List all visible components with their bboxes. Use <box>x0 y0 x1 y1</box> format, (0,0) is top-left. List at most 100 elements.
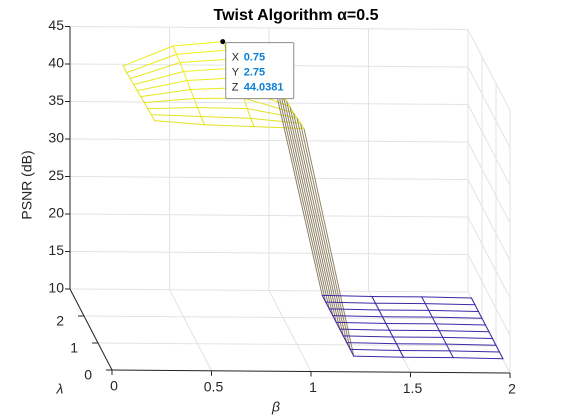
z-tick-label: 25 <box>48 167 64 183</box>
x-tick-label: 1.5 <box>403 380 423 396</box>
mesh-edge <box>130 62 181 80</box>
mesh-edge <box>432 316 483 319</box>
mesh-edge <box>172 41 223 47</box>
mesh-vertex <box>428 309 430 311</box>
mesh-edge <box>495 345 500 353</box>
mesh-vertex <box>484 324 487 326</box>
mesh-vertex <box>332 315 334 317</box>
z-tick-label: 15 <box>48 242 64 258</box>
y-tick-label: 1 <box>70 340 78 356</box>
mesh-edge <box>243 97 248 109</box>
mesh-edge <box>197 107 248 110</box>
x-tick-label: 0.5 <box>204 378 224 394</box>
mesh-vertex <box>296 117 298 119</box>
mesh-edge <box>392 336 397 344</box>
mesh-edge <box>275 82 327 303</box>
mesh-edge <box>150 114 156 121</box>
mesh-edge <box>421 296 426 304</box>
mesh-edge <box>350 348 401 351</box>
mesh-edge <box>200 116 205 125</box>
x-tick-label: 2 <box>508 381 516 397</box>
mesh-edge <box>176 49 227 55</box>
mesh-edge <box>183 71 188 81</box>
mesh-vertex <box>488 331 490 333</box>
mesh-edge <box>449 350 454 358</box>
mesh-edge <box>332 315 383 318</box>
mesh-edge <box>151 114 202 117</box>
mesh-vertex <box>133 84 135 86</box>
y-axis-label: λ <box>56 381 64 397</box>
mesh-edge <box>321 295 327 303</box>
mesh-edge <box>246 108 252 119</box>
mesh-edge <box>126 53 177 74</box>
y-axis <box>69 288 113 371</box>
mesh-edge <box>474 304 479 312</box>
mesh-edge <box>445 343 451 352</box>
mesh-vertex <box>424 303 426 305</box>
mesh-edge <box>200 116 251 119</box>
grid-line <box>97 342 497 347</box>
mesh-vertex <box>289 106 291 108</box>
mesh-vertex <box>175 53 178 55</box>
mesh-edge <box>382 316 387 324</box>
mesh-vertex <box>186 79 188 82</box>
z-tick-label: 20 <box>48 205 64 221</box>
mesh-edge <box>272 76 323 296</box>
mesh-edge <box>140 96 145 103</box>
mesh-edge <box>179 58 230 63</box>
mesh-edge <box>339 328 344 337</box>
mesh-edge <box>346 342 351 350</box>
mesh-vertex <box>203 124 206 126</box>
x-axis <box>111 369 511 374</box>
mesh-vertex <box>381 316 384 318</box>
mesh-vertex <box>325 301 327 303</box>
mesh-edge <box>435 323 486 326</box>
mesh-edge <box>126 72 131 79</box>
mesh-edge <box>424 303 430 311</box>
mesh-edge <box>303 128 355 357</box>
mesh-vertex <box>491 337 494 340</box>
mesh-vertex <box>421 296 423 298</box>
y-tick-label: 0 <box>84 367 92 383</box>
grid-line <box>467 179 511 261</box>
mesh-edge <box>296 117 348 343</box>
grid-line <box>467 29 511 111</box>
mesh-vertex <box>154 120 156 122</box>
mesh-vertex <box>285 100 288 102</box>
mesh-vertex <box>140 96 142 98</box>
grid-line <box>69 251 469 255</box>
mesh-edge <box>147 107 198 110</box>
mesh-edge <box>322 294 373 297</box>
mesh-vertex <box>346 342 348 344</box>
mesh-vertex <box>452 357 454 359</box>
mesh-edge <box>336 321 387 324</box>
mesh-vertex <box>172 45 174 47</box>
mesh-vertex <box>388 329 391 331</box>
mesh-vertex <box>378 309 380 311</box>
mesh-vertex <box>442 336 444 338</box>
mesh-edge <box>499 351 504 359</box>
mesh-vertex <box>474 304 476 306</box>
datatip-marker <box>220 39 226 45</box>
mesh-vertex <box>371 295 373 298</box>
mesh-edge <box>439 330 490 333</box>
mesh-edge <box>332 315 337 323</box>
x-tick-label: 0 <box>110 378 118 394</box>
y-tick-label: 2 <box>56 313 64 329</box>
grid-line <box>467 66 511 149</box>
mesh-edge <box>133 71 184 86</box>
grid-line <box>467 104 511 186</box>
mesh-edge <box>186 80 191 90</box>
mesh-vertex <box>196 106 199 109</box>
mesh-edge <box>250 118 255 127</box>
mesh-edge <box>471 297 476 305</box>
mesh-edge <box>193 98 198 108</box>
mesh-vertex <box>392 336 394 338</box>
mesh-vertex <box>321 294 323 296</box>
datatip-value: 2.75 <box>244 66 265 78</box>
mesh-edge <box>176 54 181 63</box>
mesh-edge <box>453 357 504 360</box>
mesh-vertex <box>335 321 337 323</box>
